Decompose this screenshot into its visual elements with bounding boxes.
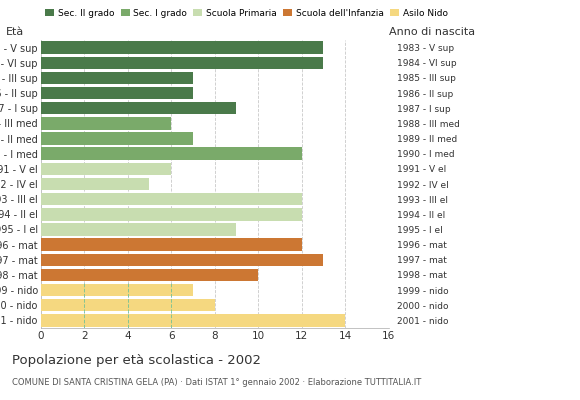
Text: Anno di nascita: Anno di nascita	[389, 27, 474, 37]
Bar	[41, 117, 171, 130]
Bar	[41, 193, 302, 205]
Bar	[41, 163, 171, 175]
Bar	[41, 284, 193, 296]
Bar	[41, 238, 302, 251]
Bar	[41, 41, 323, 54]
Bar	[41, 178, 150, 190]
Legend: Sec. II grado, Sec. I grado, Scuola Primaria, Scuola dell'Infanzia, Asilo Nido: Sec. II grado, Sec. I grado, Scuola Prim…	[45, 8, 448, 18]
Bar	[41, 72, 193, 84]
Bar	[41, 269, 258, 281]
Bar	[41, 56, 323, 69]
Bar	[41, 132, 193, 145]
Bar	[41, 299, 215, 312]
Bar	[41, 208, 302, 220]
Bar	[41, 102, 236, 114]
Text: Popolazione per età scolastica - 2002: Popolazione per età scolastica - 2002	[12, 354, 260, 367]
Bar	[41, 314, 345, 327]
Text: COMUNE DI SANTA CRISTINA GELA (PA) · Dati ISTAT 1° gennaio 2002 · Elaborazione T: COMUNE DI SANTA CRISTINA GELA (PA) · Dat…	[12, 378, 421, 387]
Bar	[41, 254, 323, 266]
Text: Età: Età	[6, 27, 24, 37]
Bar	[41, 148, 302, 160]
Bar	[41, 87, 193, 99]
Bar	[41, 223, 236, 236]
